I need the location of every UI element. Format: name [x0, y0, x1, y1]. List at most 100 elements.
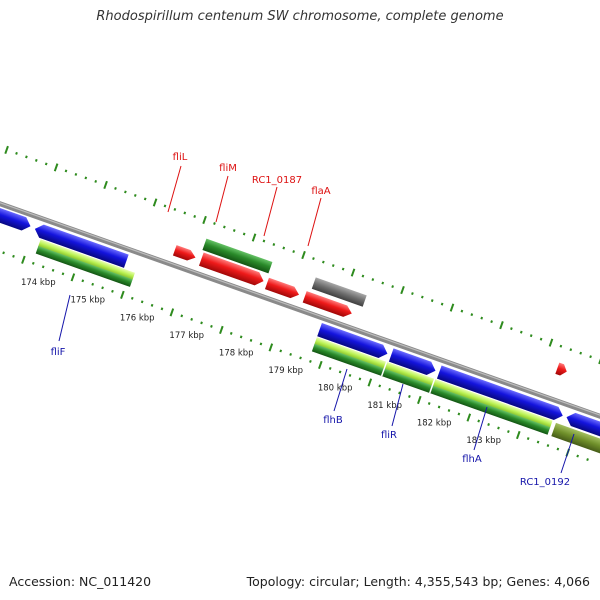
gene-olive-right[interactable]: [551, 422, 600, 457]
outer-tick: [74, 172, 78, 176]
outer-tick: [569, 348, 573, 352]
outer-tick: [25, 155, 28, 159]
inner-tick: [219, 325, 224, 334]
gene-blue-left[interactable]: [33, 222, 129, 268]
outer-tick: [529, 334, 533, 338]
inner-tick: [91, 282, 95, 286]
flaA-leader: [307, 197, 322, 247]
kbp-label: 176 kbp: [120, 313, 155, 323]
inner-tick: [229, 331, 233, 335]
outer-tick: [232, 229, 236, 232]
outer-tick: [361, 274, 365, 278]
inner-tick: [536, 440, 540, 444]
outer-tick: [470, 313, 474, 317]
outer-tick: [499, 321, 504, 330]
outer-tick: [133, 193, 137, 197]
gene-blue-fliR[interactable]: [388, 348, 438, 377]
fliF-leader: [58, 294, 71, 342]
inner-tick: [388, 388, 391, 391]
gene-fliL-box[interactable]: [172, 245, 197, 263]
outer-tick: [143, 197, 147, 201]
outer-tick: [173, 208, 177, 211]
outer-tick: [341, 267, 345, 271]
inner-tick: [169, 308, 175, 317]
gene-label-flhB[interactable]: flhB: [323, 415, 343, 426]
inner-tick: [338, 370, 342, 374]
outer-tick: [15, 151, 18, 155]
inner-tick: [249, 338, 253, 342]
gene-flaA-box[interactable]: [302, 291, 354, 319]
inner-tick: [408, 395, 411, 398]
outer-tick: [163, 204, 167, 208]
kbp-label: 174 kbp: [21, 278, 56, 288]
inner-tick: [507, 430, 510, 433]
kbp-label: 182 kbp: [417, 418, 452, 428]
outer-tick: [559, 344, 563, 348]
inner-tick: [477, 419, 481, 423]
outer-tick: [430, 299, 434, 303]
inner-tick: [70, 273, 76, 282]
inner-tick: [497, 426, 500, 430]
outer-tick: [4, 145, 9, 154]
RC1_0192-leader: [560, 433, 575, 474]
gene-darkgreen-fliF[interactable]: [35, 245, 133, 287]
gene-lightgreen-fliF[interactable]: [38, 239, 135, 281]
gene-red-small[interactable]: [555, 362, 568, 378]
gene-blue-right[interactable]: [564, 411, 600, 442]
outer-tick: [124, 190, 127, 194]
gene-gray-upper[interactable]: [311, 277, 367, 307]
inner-tick: [31, 261, 35, 265]
outer-tick: [34, 158, 38, 162]
inner-tick: [130, 296, 134, 300]
outer-tick: [449, 303, 455, 312]
outer-tick: [598, 356, 600, 365]
gene-label-fliL[interactable]: fliL: [173, 152, 188, 163]
inner-tick: [289, 352, 292, 356]
gene-label-fliF[interactable]: fliF: [51, 347, 66, 358]
gene-darkgreen-upper[interactable]: [202, 238, 273, 274]
gene-blue-left-edge[interactable]: [0, 203, 33, 233]
inner-tick: [150, 303, 154, 307]
outer-tick: [193, 215, 197, 218]
chromosome-backbone-highlight: [0, 194, 600, 424]
outer-tick: [282, 246, 286, 250]
inner-tick: [210, 324, 213, 328]
gene-blue-flhB[interactable]: [317, 323, 390, 360]
gene-label-flhA[interactable]: flhA: [462, 454, 482, 465]
gene-label-RC1_0187[interactable]: RC1_0187: [252, 175, 302, 186]
flhB-leader: [333, 368, 348, 412]
gene-blue-flhA[interactable]: [436, 365, 565, 422]
outer-tick: [322, 260, 325, 264]
outer-tick: [152, 198, 158, 207]
gene-label-RC1_0192[interactable]: RC1_0192: [520, 477, 570, 488]
inner-tick: [487, 423, 490, 426]
outer-tick: [292, 250, 295, 253]
kbp-label: 179 kbp: [268, 366, 303, 376]
inner-tick: [516, 430, 521, 440]
kbp-label: 183 kbp: [466, 436, 501, 446]
inner-tick: [299, 356, 302, 360]
gene-label-fliM[interactable]: fliM: [219, 163, 237, 174]
gene-fliM-box[interactable]: [198, 252, 266, 288]
inner-tick: [556, 447, 560, 451]
inner-tick: [81, 279, 85, 283]
fliM-leader: [215, 175, 229, 223]
gene-label-fliR[interactable]: fliR: [381, 430, 397, 441]
inner-tick: [279, 349, 283, 353]
fliR-leader: [391, 383, 404, 427]
outer-tick: [84, 176, 88, 180]
outer-tick: [64, 169, 68, 173]
outer-tick: [420, 295, 424, 299]
kbp-label: 177 kbp: [169, 331, 204, 341]
outer-tick: [262, 239, 266, 243]
outer-tick: [202, 215, 207, 225]
gene-RC1_0187-box[interactable]: [264, 277, 301, 301]
outer-tick: [460, 309, 464, 313]
outer-tick: [272, 243, 276, 246]
inner-tick: [180, 314, 184, 318]
gene-features[interactable]: [0, 165, 600, 457]
gene-label-flaA[interactable]: flaA: [311, 186, 330, 197]
inner-tick: [546, 444, 550, 448]
flhA-leader: [473, 406, 488, 451]
